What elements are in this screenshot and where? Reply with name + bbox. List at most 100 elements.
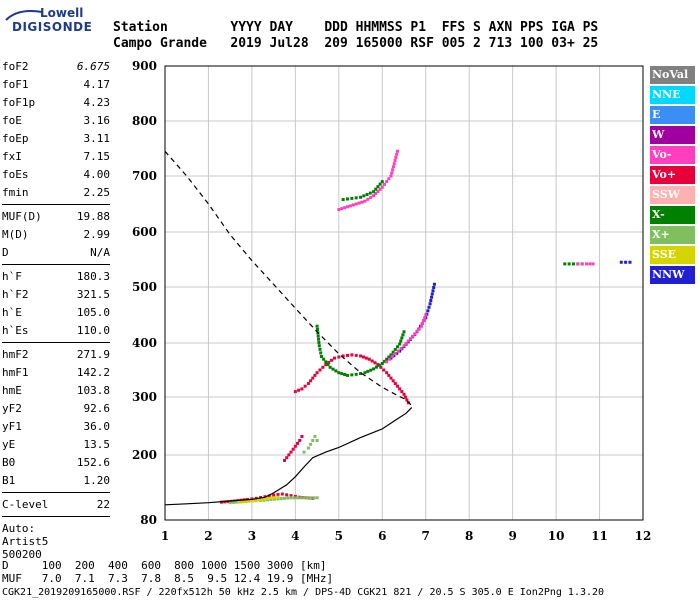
trace-dot: [299, 496, 303, 500]
x-tick-label: 6: [378, 529, 386, 543]
param-value: 4.23: [83, 96, 111, 109]
x-tick-label: 1: [161, 529, 169, 543]
trace-dot: [292, 496, 296, 500]
trace-point: [306, 446, 310, 450]
trace-point: [359, 195, 363, 199]
trace-dot: [362, 194, 366, 198]
trace-point: [285, 456, 289, 460]
param-row: fmin 2.25: [2, 184, 110, 202]
param-value: 1.20: [83, 474, 111, 487]
param-name: M(D): [2, 228, 29, 241]
trace-dot: [389, 376, 393, 380]
trace-point: [350, 353, 354, 357]
trace-point: [293, 444, 297, 448]
trace-dot: [318, 368, 322, 372]
trace-dot: [276, 493, 280, 497]
trace-dot: [422, 319, 426, 323]
trace-dot: [286, 496, 290, 500]
trace-dot: [374, 187, 378, 191]
trace-point: [315, 371, 319, 375]
trace-dot: [430, 295, 434, 299]
param-row: C-level 22: [2, 496, 110, 514]
trace-point: [563, 262, 567, 266]
trace-dot: [305, 496, 309, 500]
trace-point: [272, 493, 276, 497]
trace-dot: [391, 168, 395, 172]
legend-item-nne: NNE: [650, 86, 695, 104]
trace-dot: [420, 321, 424, 325]
param-row: hmF2 271.9: [2, 346, 110, 364]
param-row: h`F 180.3: [2, 268, 110, 286]
param-name: MUF(D): [2, 210, 42, 223]
logo-lowell: Lowell: [40, 6, 84, 20]
trace-point: [293, 390, 297, 394]
y-tick-label: 200: [132, 448, 157, 462]
param-name: h`F: [2, 270, 22, 283]
trace-dot: [426, 309, 430, 313]
param-value: 22: [96, 498, 110, 511]
trace-point: [393, 352, 397, 356]
auto-label: Auto:: [2, 522, 36, 535]
param-value: 142.2: [76, 366, 110, 379]
param-value: 19.88: [76, 210, 110, 223]
trace-dot: [430, 292, 434, 296]
trace-point: [337, 371, 341, 375]
trace-dot: [350, 373, 354, 377]
trace-dot: [390, 171, 394, 175]
trace-dot: [247, 499, 251, 503]
trace-dot: [395, 345, 399, 349]
trace-dot: [326, 363, 330, 367]
trace-point: [289, 494, 293, 498]
trace-point: [324, 363, 328, 367]
true-height-profile-line: [164, 406, 413, 506]
trace-dot: [378, 187, 382, 191]
x-tick-label: 10: [548, 529, 565, 543]
trace-point: [341, 354, 345, 358]
trace-point: [332, 356, 336, 360]
trace-dot: [391, 165, 395, 169]
trace-dot: [393, 347, 397, 351]
trace-point: [346, 205, 350, 209]
trace-point: [359, 354, 363, 358]
trace-dot: [429, 299, 433, 303]
trace-dot: [391, 379, 395, 383]
x-tick-label: 3: [248, 529, 256, 543]
trace-point: [302, 496, 306, 500]
y-tick-label: 400: [132, 336, 157, 350]
trace-dot: [368, 191, 372, 195]
trace-dot: [319, 351, 323, 355]
chart-axes: 1 2 3 4 5 6 7 8 9 10 11 128020030040050060070080090…: [132, 59, 651, 543]
y-tick-label: 800: [132, 114, 157, 128]
header-row-1: Station YYYY DAY DDD HHMMSS P1 FFS S AXN…: [113, 20, 599, 35]
param-row: yF2 92.6: [2, 400, 110, 418]
trace-point: [585, 262, 589, 266]
param-separator: [2, 264, 110, 265]
trace-dot: [296, 496, 300, 500]
trace-dot: [346, 197, 350, 201]
trace-point: [328, 365, 332, 369]
x-tick-label: 11: [591, 529, 608, 543]
trace-dot: [231, 500, 235, 504]
trace-dot: [423, 316, 427, 320]
trace-point: [354, 372, 358, 376]
param-row: foE 3.16: [2, 112, 110, 130]
trace-dot: [273, 497, 277, 501]
trace-dot: [297, 388, 301, 392]
param-name: foF2: [2, 60, 29, 73]
trace-dot: [374, 365, 378, 369]
param-value: 110.0: [76, 324, 110, 337]
param-value: 36.0: [83, 420, 111, 433]
trace-dot: [346, 353, 350, 357]
trace-dot: [392, 162, 396, 166]
trace-point: [393, 382, 397, 385]
trace-dot: [393, 159, 397, 163]
trace-dot: [395, 152, 399, 156]
trace-dot: [388, 357, 392, 361]
trace-dot: [337, 355, 341, 359]
legend-item-w: W: [650, 126, 695, 144]
trace-point: [306, 382, 310, 385]
trace-dot: [370, 359, 374, 363]
trace-point: [619, 260, 623, 264]
legend-item-nnw: NNW: [650, 266, 695, 284]
x-tick-label: 2: [204, 529, 212, 543]
